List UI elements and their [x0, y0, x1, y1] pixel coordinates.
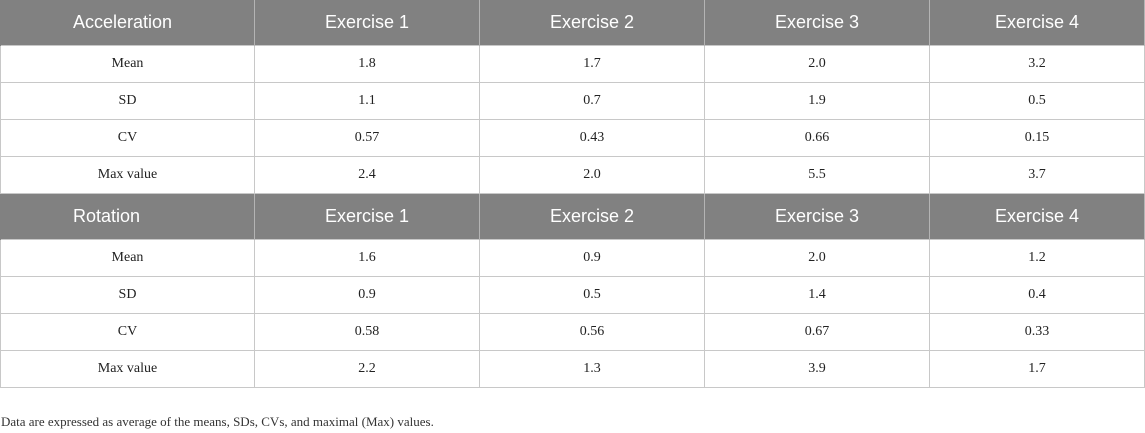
table-cell: 0.33 [929, 313, 1145, 351]
row-label: Max value [0, 156, 255, 194]
rotation-header-row: Rotation Exercise 1 Exercise 2 Exercise … [0, 193, 1145, 240]
column-header: Exercise 2 [479, 193, 705, 240]
column-header: Exercise 1 [254, 0, 480, 46]
table-cell: 0.58 [254, 313, 480, 351]
row-label: CV [0, 313, 255, 351]
table-cell: 0.5 [929, 82, 1145, 120]
table-cell: 0.9 [479, 239, 705, 277]
table-cell: 0.56 [479, 313, 705, 351]
row-label: SD [0, 82, 255, 120]
table-cell: 1.7 [479, 45, 705, 83]
column-header: Exercise 3 [704, 0, 930, 46]
table-row: Max value 2.2 1.3 3.9 1.7 [0, 350, 1145, 388]
table-row: Max value 2.4 2.0 5.5 3.7 [0, 156, 1145, 194]
table-cell: 3.9 [704, 350, 930, 388]
table-cell: 0.57 [254, 119, 480, 157]
table-cell: 1.8 [254, 45, 480, 83]
table-cell: 1.9 [704, 82, 930, 120]
table-cell: 3.7 [929, 156, 1145, 194]
table-cell: 0.9 [254, 276, 480, 314]
table-row: SD 1.1 0.7 1.9 0.5 [0, 82, 1145, 120]
table-row: CV 0.58 0.56 0.67 0.33 [0, 313, 1145, 351]
row-label: Mean [0, 239, 255, 277]
row-label: Mean [0, 45, 255, 83]
table-cell: 0.67 [704, 313, 930, 351]
table-row: Mean 1.8 1.7 2.0 3.2 [0, 45, 1145, 83]
table-row: SD 0.9 0.5 1.4 0.4 [0, 276, 1145, 314]
table-footnote: Data are expressed as average of the mea… [1, 414, 434, 429]
statistics-table: Acceleration Exercise 1 Exercise 2 Exerc… [0, 0, 1145, 388]
column-header: Exercise 1 [254, 193, 480, 240]
section-title-acceleration: Acceleration [0, 0, 255, 46]
acceleration-header-row: Acceleration Exercise 1 Exercise 2 Exerc… [0, 0, 1145, 46]
table-cell: 0.7 [479, 82, 705, 120]
table-cell: 2.2 [254, 350, 480, 388]
table-cell: 0.66 [704, 119, 930, 157]
row-label: Max value [0, 350, 255, 388]
table-cell: 0.43 [479, 119, 705, 157]
table-cell: 1.7 [929, 350, 1145, 388]
table-cell: 1.1 [254, 82, 480, 120]
table-cell: 1.6 [254, 239, 480, 277]
section-title-rotation: Rotation [0, 193, 255, 240]
table-cell: 2.0 [479, 156, 705, 194]
table-cell: 1.4 [704, 276, 930, 314]
column-header: Exercise 2 [479, 0, 705, 46]
table-cell: 1.3 [479, 350, 705, 388]
row-label: SD [0, 276, 255, 314]
table-cell: 0.15 [929, 119, 1145, 157]
table-cell: 0.4 [929, 276, 1145, 314]
column-header: Exercise 3 [704, 193, 930, 240]
table-cell: 5.5 [704, 156, 930, 194]
table-cell: 2.0 [704, 239, 930, 277]
row-label: CV [0, 119, 255, 157]
table-row: CV 0.57 0.43 0.66 0.15 [0, 119, 1145, 157]
table-row: Mean 1.6 0.9 2.0 1.2 [0, 239, 1145, 277]
table-cell: 2.0 [704, 45, 930, 83]
table-cell: 1.2 [929, 239, 1145, 277]
table-cell: 2.4 [254, 156, 480, 194]
column-header: Exercise 4 [929, 193, 1145, 240]
table-cell: 3.2 [929, 45, 1145, 83]
column-header: Exercise 4 [929, 0, 1145, 46]
table-cell: 0.5 [479, 276, 705, 314]
